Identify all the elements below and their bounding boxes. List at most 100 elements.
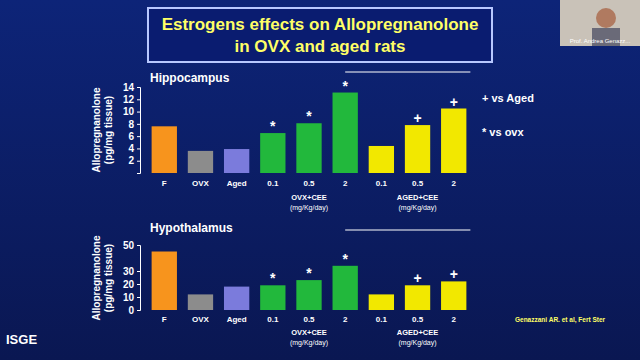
y-tick: 12	[123, 94, 140, 105]
comparison-line	[345, 230, 470, 231]
y-tick-label: 2	[128, 155, 134, 166]
x-tick: 2	[343, 313, 348, 324]
x-tick: 0.1	[376, 313, 388, 324]
bar	[224, 149, 249, 173]
slide-title: Estrogens effects on Allopregnanolone	[162, 15, 479, 34]
x-tick: Aged	[227, 313, 247, 324]
x-tick: 0.1	[267, 177, 279, 188]
bar	[333, 266, 358, 310]
y-tick-label: 30	[123, 266, 135, 277]
x-tick: 0.5	[412, 177, 424, 188]
x-tick: 2	[451, 313, 456, 324]
y-tick: 10	[123, 292, 140, 303]
y-tick-label: 14	[123, 82, 135, 93]
y-axis-title: Allopregnanolone(pg/mg tissue)	[91, 235, 114, 320]
x-tick-label: 0.1	[376, 315, 388, 324]
x-tick-label: 0.1	[267, 179, 279, 188]
significance-marker: *	[342, 78, 348, 94]
group-unit: (mg/Kg/day)	[398, 339, 436, 347]
y-tick-mark	[137, 284, 140, 285]
y-axis-line	[137, 246, 141, 311]
bar	[152, 252, 177, 311]
y-tick-mark	[137, 87, 140, 88]
group-unit: (mg/Kg/day)	[398, 204, 436, 212]
x-tick-label: OVX	[192, 179, 210, 188]
significance-marker: *	[270, 118, 276, 134]
y-tick-label: 8	[128, 119, 134, 130]
x-tick-label: 0.5	[412, 179, 424, 188]
bar	[224, 287, 249, 310]
y-axis-title-line: Allopregnanolone	[91, 235, 102, 320]
x-tick: 2	[343, 177, 348, 188]
y-tick-label: 4	[128, 143, 134, 154]
webcam-person	[596, 8, 616, 28]
bar	[405, 125, 430, 173]
group-unit: (mg/Kg/day)	[290, 339, 328, 347]
y-tick: 10	[123, 106, 140, 117]
chart-title: Hippocampus	[150, 71, 230, 85]
group-label: OVX+CEE	[291, 193, 327, 202]
y-tick-mark	[137, 297, 140, 298]
group-unit: (mg/Kg/day)	[290, 204, 328, 212]
x-tick: 0.5	[412, 313, 424, 324]
y-axis-line	[137, 88, 141, 174]
x-tick-label: 2	[451, 179, 456, 188]
x-tick-label: 0.5	[303, 315, 315, 324]
x-tick-label: 0.1	[376, 179, 388, 188]
y-tick: 50	[123, 240, 140, 251]
group-label: AGED+CEE	[397, 328, 438, 337]
x-tick: 0.5	[303, 313, 315, 324]
y-tick-mark	[137, 310, 140, 311]
y-axis: 2468101214	[123, 82, 141, 174]
x-axis: FOVXAged0.10.520.10.52	[162, 177, 457, 188]
chart: Hippocampus Allopregnanolone(pg/mg tissue…	[91, 71, 534, 212]
bar	[188, 294, 213, 310]
x-tick: 0.1	[376, 177, 388, 188]
bar	[296, 123, 321, 173]
bar	[152, 126, 177, 173]
significance-marker: +	[413, 270, 421, 286]
webcam	[560, 0, 640, 46]
x-tick-label: OVX	[192, 315, 210, 324]
bar	[296, 280, 321, 310]
y-tick-mark	[137, 112, 140, 113]
bar	[260, 133, 285, 173]
significance-marker: *	[270, 270, 276, 286]
x-tick: F	[162, 313, 167, 324]
x-tick-label: 0.5	[412, 315, 424, 324]
x-tick-label: Aged	[227, 179, 247, 188]
y-tick: 2	[128, 155, 140, 166]
y-tick-label: 50	[123, 240, 135, 251]
x-tick: OVX	[192, 313, 210, 324]
x-tick: 2	[451, 177, 456, 188]
x-tick-label: 2	[451, 315, 456, 324]
y-tick: 8	[128, 119, 140, 130]
y-tick-label: 10	[123, 292, 135, 303]
y-tick-mark	[137, 136, 140, 137]
slide: Estrogens effects on Allopregnanolonein …	[0, 0, 640, 360]
comparison-line	[345, 72, 470, 73]
x-tick: Aged	[227, 177, 247, 188]
y-tick-mark	[137, 148, 140, 149]
y-tick: 14	[123, 82, 140, 93]
bar	[369, 146, 394, 173]
bar	[441, 281, 466, 310]
chart-title: Hypothalamus	[150, 221, 233, 235]
y-tick: 0	[128, 305, 140, 316]
y-tick-label: 10	[123, 106, 135, 117]
x-tick: OVX	[192, 177, 210, 188]
x-tick-label: F	[162, 315, 167, 324]
y-tick-label: 12	[123, 94, 135, 105]
logo: ISGE	[6, 332, 37, 347]
y-tick-mark	[137, 271, 140, 272]
significance-marker: *	[342, 251, 348, 267]
background	[0, 0, 640, 360]
x-tick: 0.1	[267, 313, 279, 324]
bar	[441, 109, 466, 174]
citation: Genazzani AR. et al, Fert Ster	[515, 316, 606, 324]
y-tick-label: 20	[123, 279, 135, 290]
significance-marker: *	[306, 265, 312, 281]
y-axis-title: Allopregnanolone(pg/mg tissue)	[91, 87, 114, 172]
y-tick: 4	[128, 143, 140, 154]
y-axis-title-line: Allopregnanolone	[91, 87, 102, 172]
